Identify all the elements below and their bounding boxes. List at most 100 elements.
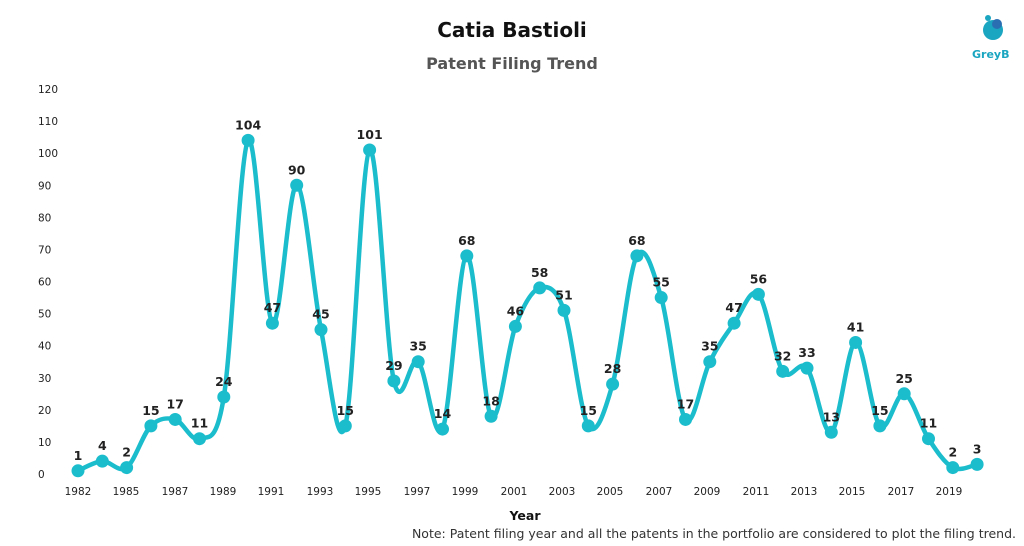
data-label: 2 xyxy=(948,445,957,460)
x-tick-label: 2019 xyxy=(936,486,963,498)
x-tick-label: 2015 xyxy=(839,486,866,498)
data-label: 17 xyxy=(166,396,183,411)
data-point xyxy=(970,457,984,471)
x-tick-label: 1993 xyxy=(307,486,334,498)
data-label: 58 xyxy=(531,265,548,280)
x-tick-label: 2009 xyxy=(694,486,721,498)
data-point xyxy=(436,422,449,436)
data-point xyxy=(654,291,668,305)
data-label: 33 xyxy=(798,345,815,360)
x-tick-label: 2017 xyxy=(888,486,915,498)
data-point xyxy=(338,419,352,433)
data-point xyxy=(508,319,522,333)
data-point xyxy=(897,387,911,401)
data-point xyxy=(727,316,741,330)
data-point xyxy=(71,464,85,478)
data-point xyxy=(193,432,206,446)
data-label: 56 xyxy=(750,271,768,286)
data-label: 15 xyxy=(580,403,597,418)
data-label: 3 xyxy=(973,441,982,456)
data-point xyxy=(290,178,304,192)
data-point xyxy=(849,335,863,349)
data-point xyxy=(630,249,644,263)
data-label: 17 xyxy=(677,396,694,411)
data-label: 104 xyxy=(235,117,261,132)
y-tick-label: 80 xyxy=(38,212,51,224)
chart-subtitle: Patent Filing Trend xyxy=(426,54,598,73)
data-label: 55 xyxy=(652,275,669,290)
y-tick-label: 50 xyxy=(38,309,51,321)
data-label: 1 xyxy=(74,448,83,463)
data-point xyxy=(533,281,547,295)
data-label: 25 xyxy=(895,371,912,386)
data-point xyxy=(411,355,425,369)
y-tick-label: 60 xyxy=(38,277,51,289)
series-line xyxy=(75,138,980,474)
y-tick-label: 20 xyxy=(38,405,51,417)
data-label: 13 xyxy=(823,409,840,424)
data-label: 15 xyxy=(337,403,354,418)
x-tick-label: 2001 xyxy=(501,486,528,498)
data-label: 41 xyxy=(847,319,864,334)
y-tick-label: 110 xyxy=(38,116,58,128)
data-label: 47 xyxy=(264,300,281,315)
data-point xyxy=(581,419,595,433)
x-tick-label: 2005 xyxy=(597,486,624,498)
x-tick-label: 2013 xyxy=(791,486,818,498)
data-label: 11 xyxy=(920,416,937,431)
greyb-logo xyxy=(970,10,1016,66)
x-tick-label: 1997 xyxy=(404,486,431,498)
data-point xyxy=(946,461,960,475)
data-label: 28 xyxy=(604,361,621,376)
data-label: 90 xyxy=(288,162,306,177)
y-tick-label: 70 xyxy=(38,244,51,256)
data-label: 2 xyxy=(122,445,131,460)
data-point xyxy=(387,374,401,388)
y-tick-label: 30 xyxy=(38,373,51,385)
data-label: 35 xyxy=(409,339,426,354)
data-label: 4 xyxy=(98,438,107,453)
data-point xyxy=(120,461,134,475)
x-tick-label: 2007 xyxy=(646,486,673,498)
x-tick-label: 2003 xyxy=(549,486,576,498)
data-point xyxy=(751,287,765,301)
data-point xyxy=(95,454,109,468)
data-point xyxy=(800,361,814,375)
data-point xyxy=(824,425,838,439)
y-tick-label: 100 xyxy=(38,148,58,160)
x-tick-label: 1987 xyxy=(162,486,189,498)
data-point xyxy=(460,249,474,263)
y-tick-label: 40 xyxy=(38,341,51,353)
x-tick-label: 2011 xyxy=(743,486,770,498)
x-tick-label: 1995 xyxy=(355,486,382,498)
data-point xyxy=(873,419,887,433)
y-tick-label: 0 xyxy=(38,469,45,481)
y-tick-label: 10 xyxy=(38,437,51,449)
data-label: 32 xyxy=(774,348,791,363)
data-point xyxy=(217,390,231,404)
data-label: 46 xyxy=(507,303,525,318)
data-point xyxy=(557,303,571,317)
data-label: 18 xyxy=(482,393,499,408)
x-tick-label: 1982 xyxy=(65,486,92,498)
data-label: 51 xyxy=(555,287,572,302)
data-point xyxy=(776,364,790,378)
data-label: 15 xyxy=(871,403,888,418)
data-point xyxy=(241,133,255,147)
chart-note: Note: Patent filing year and all the pat… xyxy=(411,526,1016,541)
data-label: 14 xyxy=(434,406,452,421)
data-point xyxy=(265,316,279,330)
y-tick-label: 120 xyxy=(38,84,58,96)
data-label: 68 xyxy=(628,233,645,248)
data-label: 68 xyxy=(458,233,475,248)
data-point xyxy=(484,409,498,423)
data-label: 24 xyxy=(215,374,233,389)
x-tick-label: 1985 xyxy=(113,486,140,498)
data-point xyxy=(144,419,158,433)
data-label: 47 xyxy=(725,300,742,315)
data-point xyxy=(679,412,692,426)
y-tick-label: 90 xyxy=(38,180,51,192)
x-axis-title: Year xyxy=(509,508,542,523)
data-point xyxy=(606,377,620,391)
